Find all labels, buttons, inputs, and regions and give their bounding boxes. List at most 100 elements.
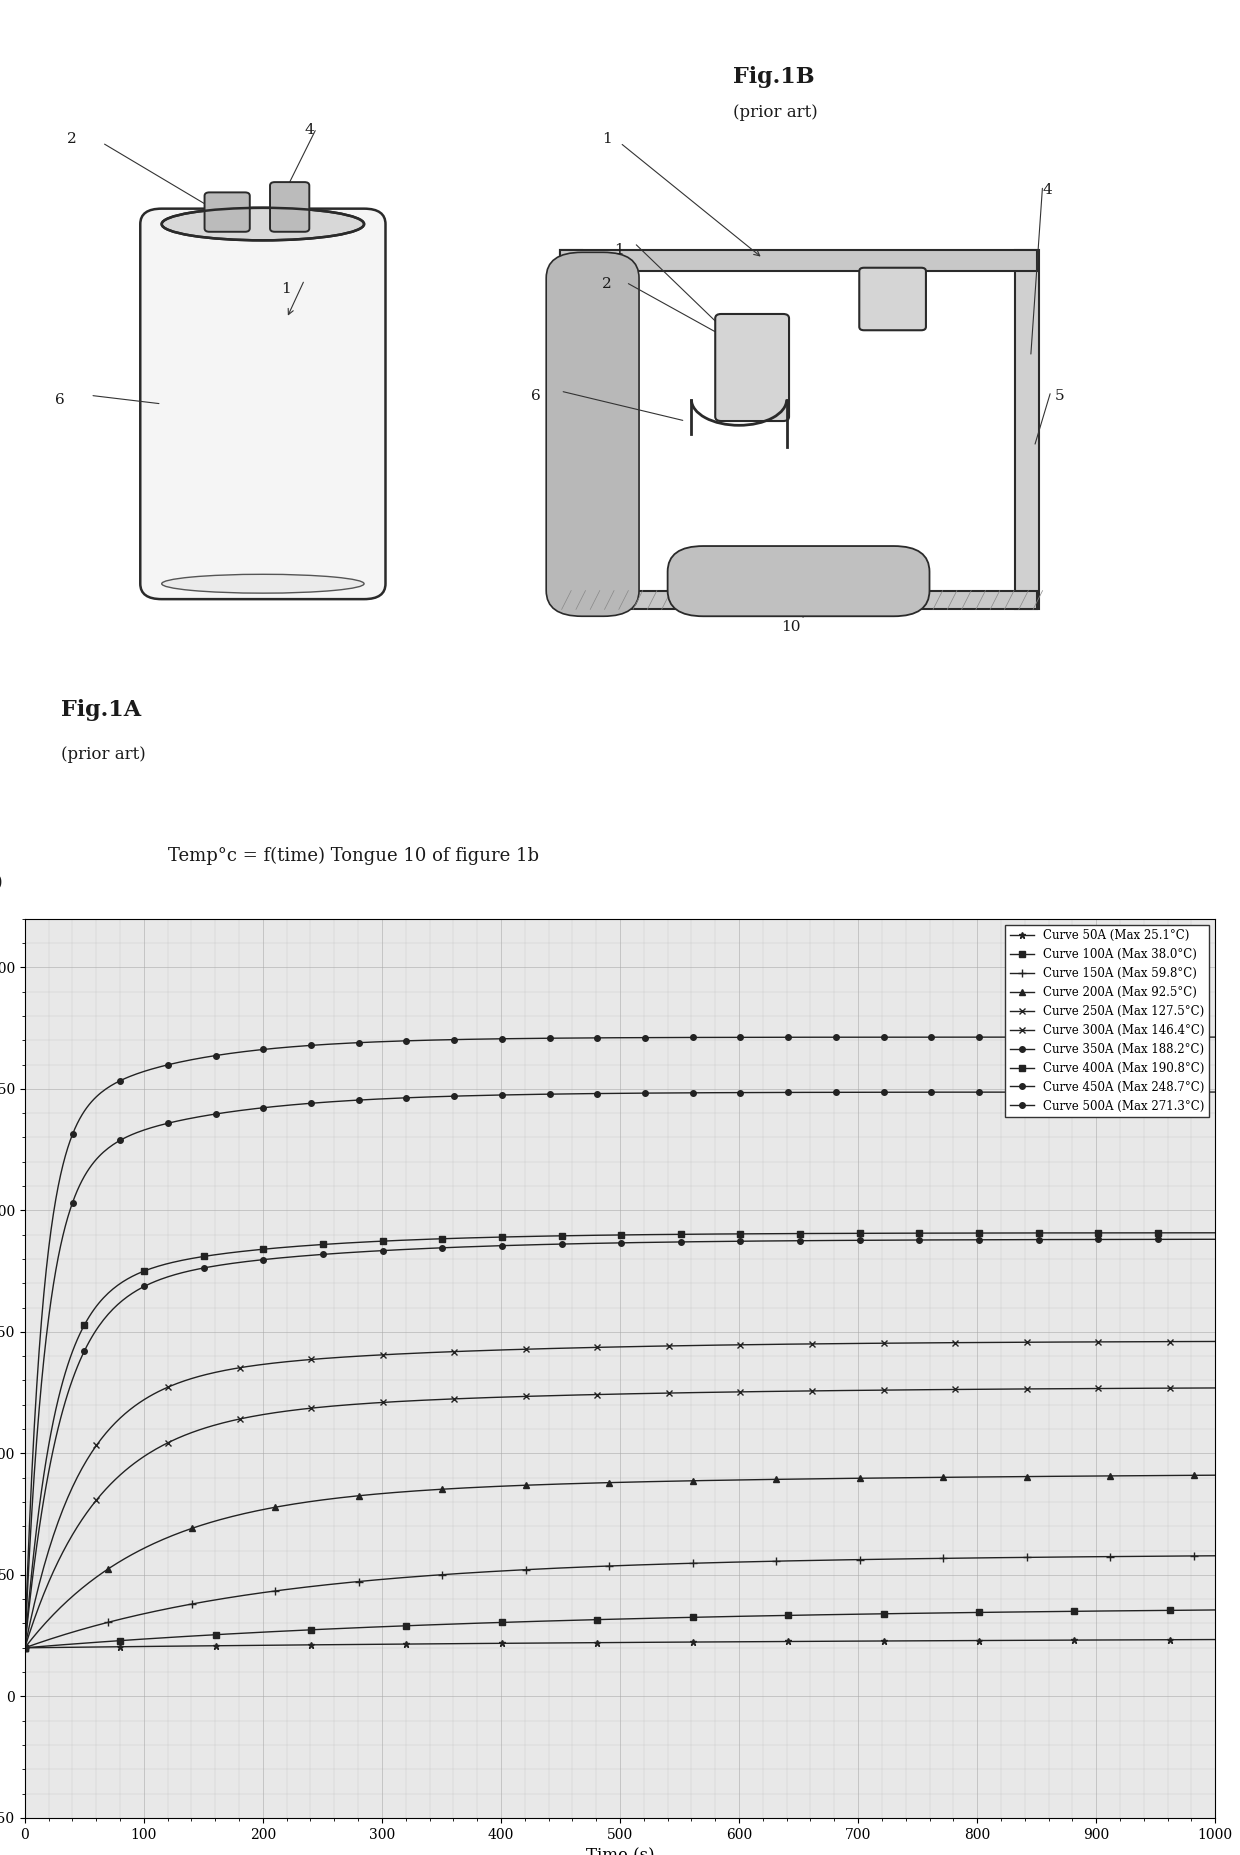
Curve 450A (Max 248.7°C): [583, 1083, 598, 1106]
Curve 200A (Max 92.5°C): [583, 1473, 598, 1495]
Legend: Curve 50A (Max 25.1°C), Curve 100A (Max 38.0°C), Curve 150A (Max 59.8°C), Curve : Curve 50A (Max 25.1°C), Curve 100A (Max …: [1006, 924, 1209, 1117]
Curve 50A (Max 25.1°C): [1179, 1629, 1194, 1651]
Curve 350A (Max 188.2°C): [583, 1232, 598, 1254]
Ellipse shape: [161, 575, 365, 594]
Curve 100A (Max 38.0°C): [993, 1601, 1008, 1623]
Curve 400A (Max 190.8°C): [1208, 1222, 1223, 1245]
Curve 50A (Max 25.1°C): [725, 1631, 740, 1653]
Curve 400A (Max 190.8°C): [725, 1222, 740, 1245]
Ellipse shape: [161, 208, 365, 241]
FancyBboxPatch shape: [140, 208, 386, 599]
Curve 100A (Max 38.0°C): [725, 1605, 740, 1627]
Curve 450A (Max 248.7°C): [1179, 1081, 1194, 1104]
Line: Curve 50A (Max 25.1°C): Curve 50A (Max 25.1°C): [21, 1636, 1219, 1651]
Curve 500A (Max 271.3°C): [993, 1026, 1008, 1048]
Curve 350A (Max 188.2°C): [661, 1232, 676, 1254]
Curve 300A (Max 146.4°C): [661, 1336, 676, 1358]
Curve 300A (Max 146.4°C): [1208, 1330, 1223, 1352]
Curve 250A (Max 127.5°C): [1208, 1376, 1223, 1399]
Curve 250A (Max 127.5°C): [725, 1380, 740, 1402]
Text: 5: 5: [1054, 388, 1064, 403]
Curve 250A (Max 127.5°C): [590, 1384, 605, 1406]
Text: 1: 1: [614, 243, 624, 258]
Curve 500A (Max 271.3°C): [590, 1026, 605, 1048]
Curve 300A (Max 146.4°C): [17, 1636, 32, 1658]
Line: Curve 250A (Max 127.5°C): Curve 250A (Max 127.5°C): [21, 1384, 1219, 1651]
Curve 350A (Max 188.2°C): [993, 1228, 1008, 1250]
Text: (prior art): (prior art): [733, 104, 818, 121]
Line: Curve 300A (Max 146.4°C): Curve 300A (Max 146.4°C): [21, 1337, 1219, 1651]
Curve 500A (Max 271.3°C): [583, 1028, 598, 1050]
Curve 450A (Max 248.7°C): [1208, 1081, 1223, 1104]
Curve 400A (Max 190.8°C): [993, 1222, 1008, 1245]
Text: (prior art): (prior art): [0, 874, 2, 890]
Curve 100A (Max 38.0°C): [590, 1608, 605, 1631]
Line: Curve 500A (Max 271.3°C): Curve 500A (Max 271.3°C): [22, 1035, 1218, 1651]
Curve 50A (Max 25.1°C): [993, 1629, 1008, 1651]
Curve 100A (Max 38.0°C): [661, 1606, 676, 1629]
Curve 200A (Max 92.5°C): [17, 1636, 32, 1658]
Text: 4: 4: [305, 122, 314, 137]
FancyBboxPatch shape: [560, 250, 1037, 271]
Curve 150A (Max 59.8°C): [725, 1551, 740, 1573]
Line: Curve 200A (Max 92.5°C): Curve 200A (Max 92.5°C): [22, 1473, 1218, 1651]
Curve 450A (Max 248.7°C): [661, 1081, 676, 1104]
Curve 200A (Max 92.5°C): [1208, 1464, 1223, 1486]
Curve 350A (Max 188.2°C): [1208, 1228, 1223, 1250]
Text: 6: 6: [55, 393, 64, 406]
Curve 200A (Max 92.5°C): [1179, 1464, 1194, 1486]
Curve 150A (Max 59.8°C): [590, 1554, 605, 1577]
Curve 500A (Max 271.3°C): [17, 1636, 32, 1658]
Curve 300A (Max 146.4°C): [1179, 1330, 1194, 1352]
Text: 6: 6: [531, 388, 541, 403]
FancyBboxPatch shape: [667, 545, 930, 616]
Curve 350A (Max 188.2°C): [590, 1232, 605, 1254]
Curve 400A (Max 190.8°C): [17, 1636, 32, 1658]
Curve 350A (Max 188.2°C): [1179, 1228, 1194, 1250]
Curve 250A (Max 127.5°C): [583, 1384, 598, 1406]
FancyBboxPatch shape: [546, 252, 639, 616]
Curve 150A (Max 59.8°C): [17, 1636, 32, 1658]
Curve 250A (Max 127.5°C): [17, 1636, 32, 1658]
Line: Curve 100A (Max 38.0°C): Curve 100A (Max 38.0°C): [22, 1606, 1218, 1651]
Line: Curve 450A (Max 248.7°C): Curve 450A (Max 248.7°C): [22, 1089, 1218, 1651]
Curve 250A (Max 127.5°C): [661, 1382, 676, 1404]
Curve 500A (Max 271.3°C): [725, 1026, 740, 1048]
Curve 450A (Max 248.7°C): [590, 1083, 605, 1106]
Curve 200A (Max 92.5°C): [993, 1465, 1008, 1488]
Curve 50A (Max 25.1°C): [661, 1631, 676, 1653]
Curve 150A (Max 59.8°C): [993, 1547, 1008, 1569]
Curve 450A (Max 248.7°C): [17, 1636, 32, 1658]
Text: 2: 2: [603, 276, 611, 291]
Curve 100A (Max 38.0°C): [17, 1636, 32, 1658]
Curve 400A (Max 190.8°C): [583, 1224, 598, 1247]
Curve 100A (Max 38.0°C): [1179, 1599, 1194, 1621]
Curve 150A (Max 59.8°C): [1208, 1545, 1223, 1567]
Curve 350A (Max 188.2°C): [725, 1230, 740, 1252]
Curve 450A (Max 248.7°C): [993, 1081, 1008, 1104]
Curve 400A (Max 190.8°C): [1179, 1222, 1194, 1245]
Curve 200A (Max 92.5°C): [725, 1469, 740, 1491]
Curve 50A (Max 25.1°C): [583, 1632, 598, 1655]
Curve 450A (Max 248.7°C): [725, 1081, 740, 1104]
Line: Curve 150A (Max 59.8°C): Curve 150A (Max 59.8°C): [21, 1551, 1219, 1653]
Curve 50A (Max 25.1°C): [1208, 1629, 1223, 1651]
Curve 100A (Max 38.0°C): [1208, 1599, 1223, 1621]
Curve 150A (Max 59.8°C): [1179, 1545, 1194, 1567]
Curve 200A (Max 92.5°C): [590, 1471, 605, 1493]
Curve 250A (Max 127.5°C): [993, 1378, 1008, 1401]
Line: Curve 400A (Max 190.8°C): Curve 400A (Max 190.8°C): [22, 1230, 1218, 1651]
Curve 300A (Max 146.4°C): [590, 1336, 605, 1358]
FancyBboxPatch shape: [270, 182, 309, 232]
Curve 150A (Max 59.8°C): [661, 1553, 676, 1575]
Text: 1: 1: [603, 132, 611, 147]
FancyBboxPatch shape: [859, 267, 926, 330]
Text: 1: 1: [280, 282, 290, 295]
Text: (prior art): (prior art): [61, 746, 145, 762]
Curve 500A (Max 271.3°C): [1179, 1026, 1194, 1048]
Text: 10: 10: [781, 620, 800, 634]
Curve 350A (Max 188.2°C): [17, 1636, 32, 1658]
Curve 200A (Max 92.5°C): [661, 1471, 676, 1493]
Text: 2: 2: [67, 132, 76, 147]
Curve 50A (Max 25.1°C): [590, 1632, 605, 1655]
